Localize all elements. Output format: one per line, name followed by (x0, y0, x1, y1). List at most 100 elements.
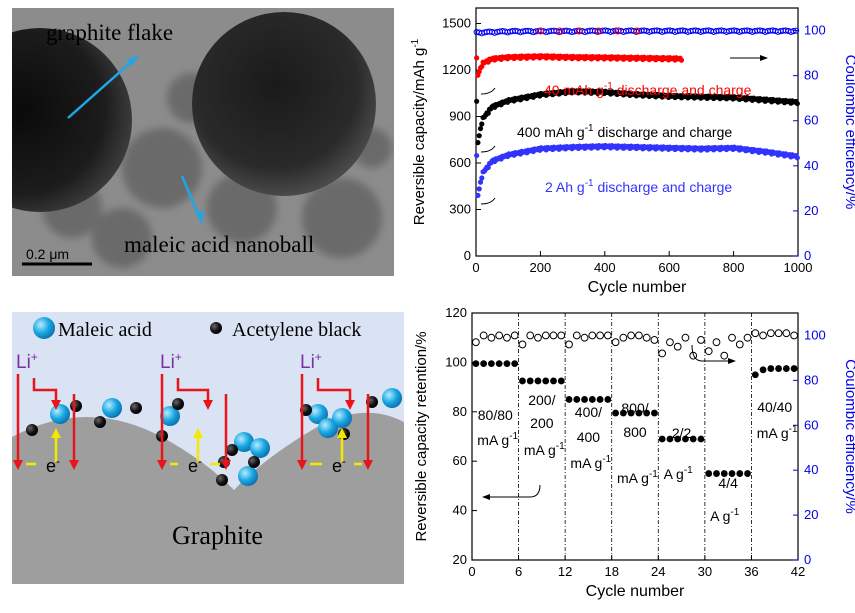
y2-tick-label: 20 (804, 507, 818, 522)
cycling-plot-frame (475, 7, 799, 257)
x-axis-title: Cycle number (586, 583, 685, 600)
efficiency-point (534, 333, 542, 342)
maleic-acid-particle (234, 432, 254, 452)
data-point (477, 125, 484, 132)
data-point (474, 152, 480, 159)
y2-tick-label: 20 (804, 203, 818, 218)
data-point (474, 55, 480, 61)
data-point (666, 435, 674, 443)
y2-tick-label: 60 (804, 417, 818, 432)
efficiency-point (479, 331, 488, 340)
x-tick-label: 0 (468, 564, 475, 579)
data-point (475, 192, 481, 198)
efficiency-point (673, 342, 682, 351)
acetylene-black-particle (172, 398, 184, 410)
efficiency-point (572, 331, 581, 340)
li-ion-label: Li+ (16, 350, 38, 373)
data-point (550, 377, 557, 385)
efficiency-point (614, 27, 622, 35)
efficiency-point (603, 331, 612, 340)
y2-axis-title: Coulombic efficiency/% (842, 359, 855, 514)
rate-unit-label: mA g-1 (757, 424, 798, 441)
y-tick-label: 600 (449, 155, 471, 170)
rate-chart: 0 6 12 18 24 30 36 42 20 40 60 80 100 120 0 20 40 60 80 100… (400, 305, 855, 608)
efficiency-point (790, 331, 799, 340)
x-tick-label: 36 (744, 564, 758, 579)
data-point (474, 98, 480, 104)
arrow-head (482, 494, 490, 500)
y2-tick-label: 100 (804, 327, 826, 342)
maleic-acid-particle (332, 408, 352, 428)
data-point (476, 186, 482, 192)
efficiency-point (594, 27, 602, 35)
rate-label: 2/2 (672, 425, 692, 441)
maleic-acid-particle (102, 398, 122, 418)
maleic-acid-legend-icon (33, 317, 55, 339)
arrow-head (51, 400, 61, 410)
efficiency-point (728, 333, 736, 342)
efficiency-point (790, 28, 797, 35)
series-label: 2 Ah g-1 discharge and charge (545, 178, 732, 195)
arrow-head (345, 400, 355, 410)
data-point (557, 377, 565, 385)
y2-tick-label: 100 (804, 23, 826, 38)
series-0 (474, 53, 685, 78)
data-point (542, 377, 550, 385)
maleic-acid-particle (160, 406, 180, 426)
x-tick-label: 200 (530, 260, 552, 275)
data-point (534, 377, 542, 385)
y-axis-title: Reversible capacity/mAh g-1 (410, 38, 428, 225)
rate-label: 200 (530, 415, 554, 431)
efficiency-point (735, 340, 744, 349)
data-point (485, 164, 491, 171)
axis-pointer-arrow (480, 197, 496, 205)
series-label: 40 mAh g-1 discharge and charge (544, 81, 752, 98)
acetylene-black-legend-icon (210, 322, 222, 334)
data-point (651, 409, 658, 417)
y2-tick-label: 0 (804, 552, 811, 567)
data-point (488, 360, 495, 368)
data-point (480, 360, 488, 368)
efficiency-point (782, 329, 791, 338)
y2-tick-label: 80 (804, 68, 818, 83)
y-tick-label: 120 (445, 305, 467, 320)
efficiency-series (471, 329, 799, 360)
y-tick-label: 20 (453, 552, 467, 567)
rate-unit-label: mA g-1 (617, 469, 658, 486)
axis-pointer-arrow (488, 484, 541, 498)
data-point (782, 365, 790, 372)
y-tick-label: 0 (464, 248, 471, 263)
y-axis-title: Reversible capacity retention/% (413, 331, 430, 541)
data-point (479, 175, 485, 181)
rate-unit-label: mA g-1 (524, 441, 565, 458)
data-point (720, 470, 728, 477)
schematic-diagram: Graphite Maleic acid Acetylene black Li+… (12, 312, 404, 584)
efficiency-point (619, 333, 628, 342)
data-point (794, 155, 800, 161)
li-ion-label: Li+ (300, 350, 322, 373)
flake-pointer-arrow (67, 55, 139, 119)
efficiency-point (487, 333, 496, 342)
x-tick-label: 0 (472, 260, 479, 275)
y2-tick-label: 0 (804, 248, 811, 263)
y-tick-label: 80 (453, 404, 467, 419)
data-point (627, 409, 635, 417)
data-point (511, 360, 519, 368)
data-point (588, 396, 596, 403)
legend-maleic-acid: Maleic acid (58, 319, 152, 341)
efficiency-point (580, 333, 589, 342)
rate-label: 800/ (621, 400, 648, 416)
acetylene-black-particle (94, 416, 106, 428)
data-point (604, 396, 612, 403)
arrow-head (51, 428, 61, 438)
tem-label-flake: graphite flake (46, 20, 173, 45)
efficiency-point (536, 27, 544, 35)
tem-label-nanoball: maleic acid nanoball (124, 232, 314, 257)
data-point (479, 63, 485, 70)
x-tick-label: 12 (558, 564, 572, 579)
efficiency-point (541, 331, 550, 340)
y-tick-label: 900 (449, 109, 471, 124)
data-point (635, 409, 643, 417)
rate-unit-label: mA g-1 (477, 431, 518, 448)
y-tick-label: 1500 (442, 16, 471, 31)
